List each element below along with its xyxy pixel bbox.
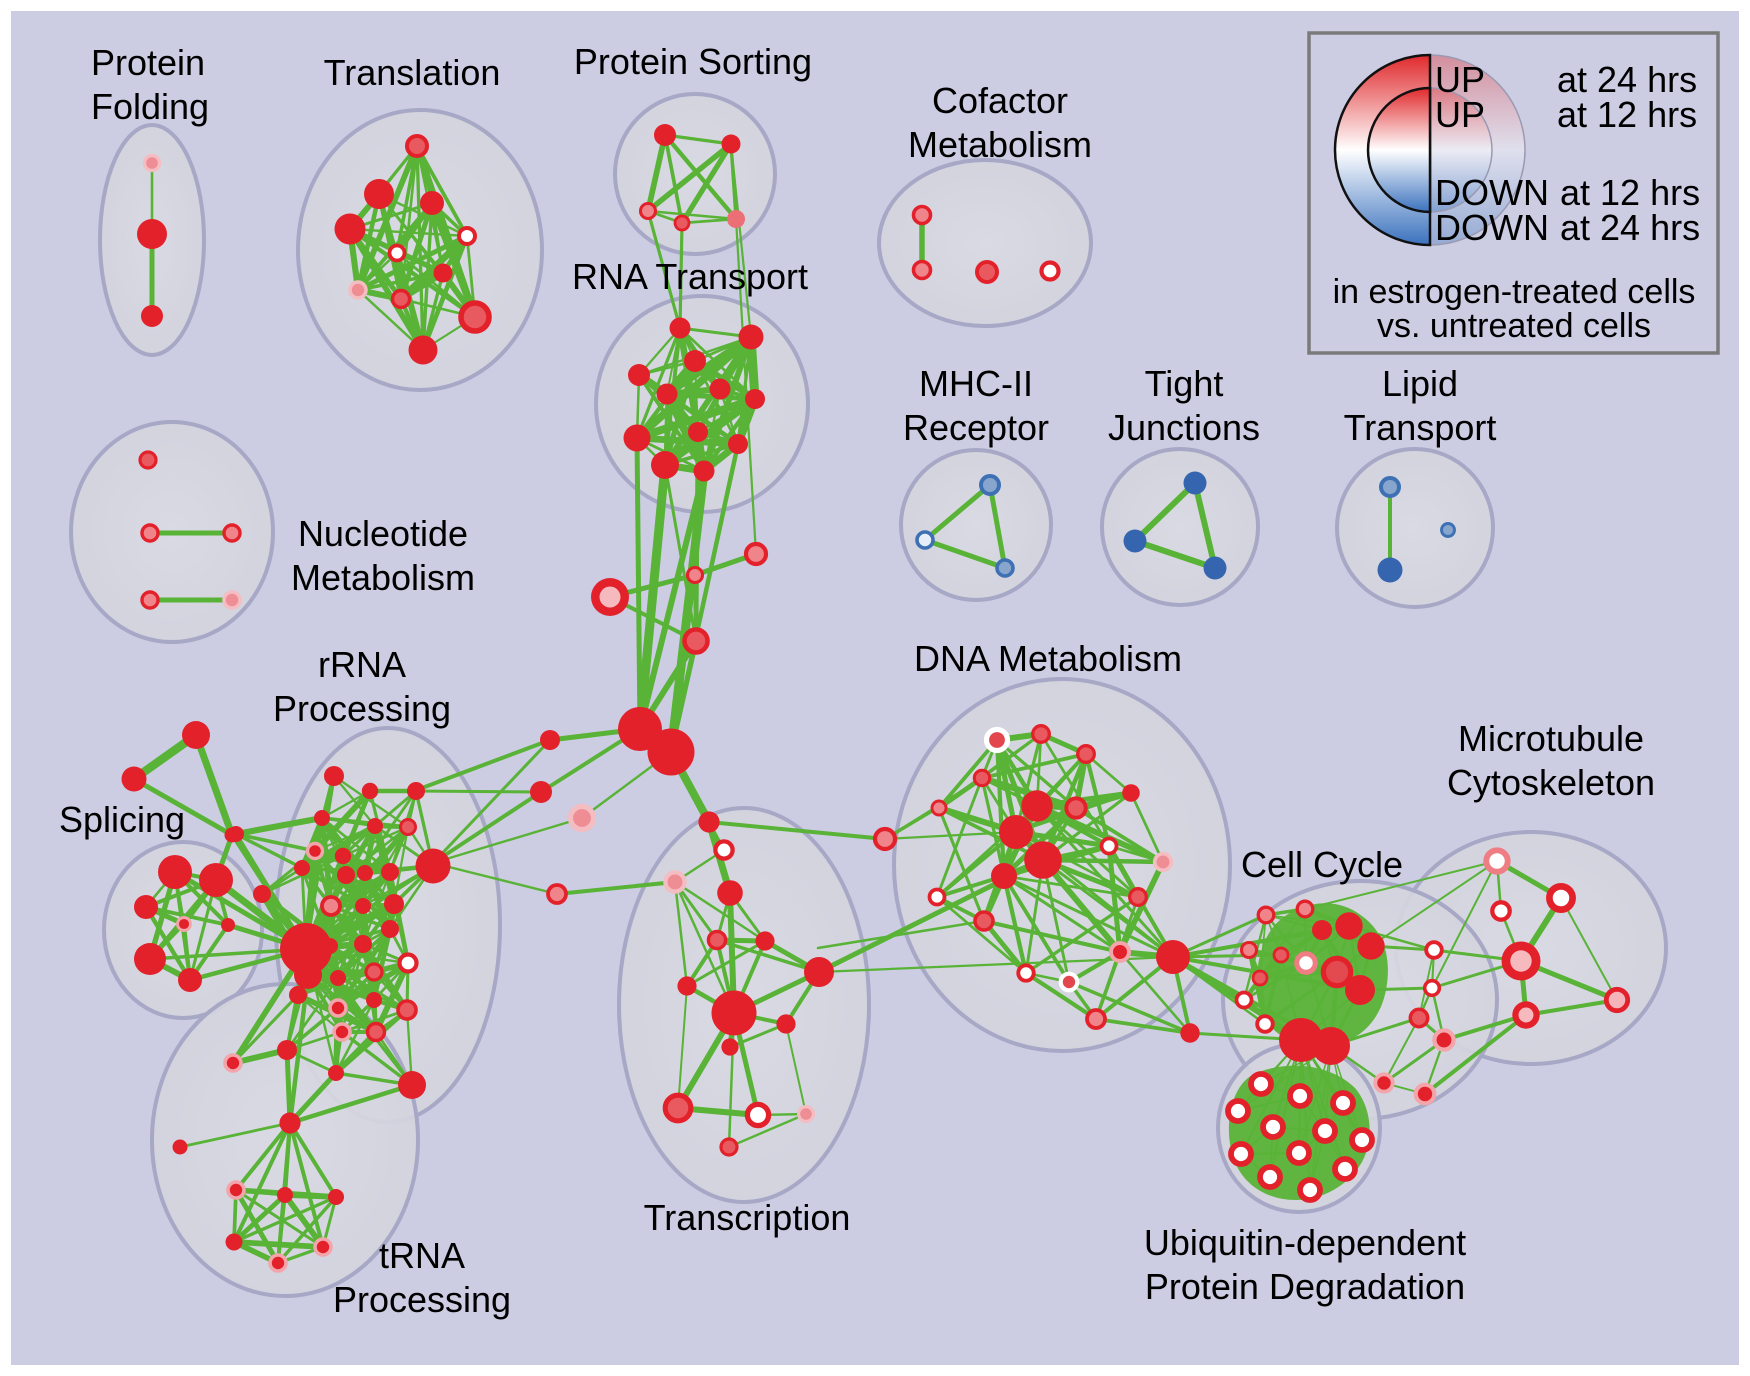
svg-text:MHC-II: MHC-II — [919, 363, 1033, 404]
svg-text:Splicing: Splicing — [59, 799, 185, 840]
svg-text:Folding: Folding — [91, 86, 209, 127]
svg-text:in estrogen-treated cells: in estrogen-treated cells — [1333, 273, 1696, 311]
svg-text:Processing: Processing — [333, 1279, 511, 1320]
svg-text:vs. untreated cells: vs. untreated cells — [1377, 307, 1651, 345]
svg-text:at 24 hrs: at 24 hrs — [1557, 59, 1697, 100]
svg-text:Protein Sorting: Protein Sorting — [574, 41, 812, 82]
svg-text:Metabolism: Metabolism — [291, 557, 475, 598]
svg-text:RNA Transport: RNA Transport — [572, 256, 808, 297]
svg-text:at 12 hrs: at 12 hrs — [1557, 94, 1697, 135]
svg-text:Transcription: Transcription — [644, 1197, 851, 1238]
svg-text:Cytoskeleton: Cytoskeleton — [1447, 762, 1655, 803]
svg-text:Translation: Translation — [324, 52, 501, 93]
svg-text:Junctions: Junctions — [1108, 407, 1260, 448]
svg-text:DOWN: DOWN — [1435, 172, 1549, 213]
svg-text:Transport: Transport — [1344, 407, 1497, 448]
svg-text:Cell Cycle: Cell Cycle — [1241, 844, 1403, 885]
svg-text:UP: UP — [1435, 94, 1485, 135]
svg-text:UP: UP — [1435, 59, 1485, 100]
svg-text:Protein: Protein — [91, 42, 205, 83]
svg-text:tRNA: tRNA — [379, 1235, 465, 1276]
svg-text:Lipid: Lipid — [1382, 363, 1458, 404]
svg-text:Protein Degradation: Protein Degradation — [1145, 1266, 1465, 1307]
svg-text:Cofactor: Cofactor — [932, 80, 1068, 121]
svg-text:DOWN: DOWN — [1435, 207, 1549, 248]
svg-text:DNA Metabolism: DNA Metabolism — [914, 638, 1182, 679]
svg-text:Nucleotide: Nucleotide — [298, 513, 468, 554]
svg-text:at 24 hrs: at 24 hrs — [1560, 207, 1700, 248]
svg-text:Tight: Tight — [1145, 363, 1224, 404]
svg-text:at 12 hrs: at 12 hrs — [1560, 172, 1700, 213]
svg-text:rRNA: rRNA — [318, 644, 406, 685]
svg-text:Metabolism: Metabolism — [908, 124, 1092, 165]
svg-text:Receptor: Receptor — [903, 407, 1049, 448]
svg-text:Ubiquitin-dependent: Ubiquitin-dependent — [1144, 1222, 1466, 1263]
svg-text:Microtubule: Microtubule — [1458, 718, 1644, 759]
svg-text:Processing: Processing — [273, 688, 451, 729]
